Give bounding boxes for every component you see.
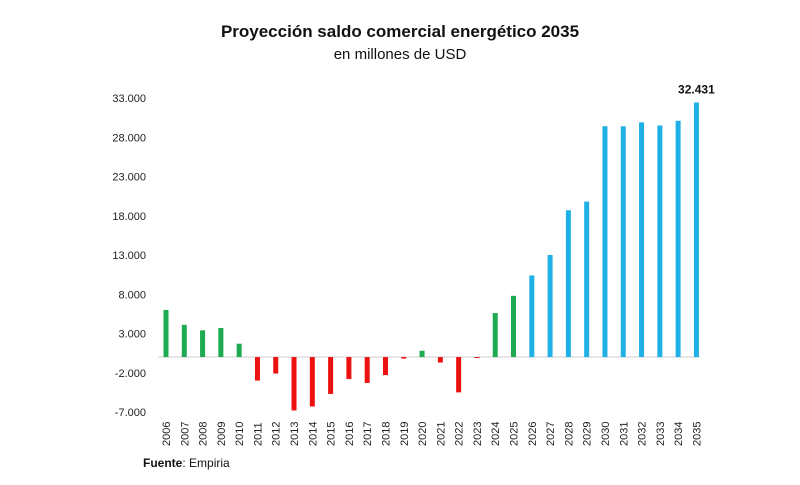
y-tick-label: 13.000: [112, 250, 146, 262]
bar-2021: [437, 357, 443, 363]
bar-2015: [328, 357, 334, 394]
bar-2016: [346, 357, 352, 380]
chart-title: Proyección saldo comercial energético 20…: [220, 22, 580, 41]
bar-2008: [200, 330, 206, 358]
source-value: Empiria: [189, 456, 230, 470]
bar-2007: [181, 324, 187, 358]
bar-2034: [675, 120, 681, 358]
x-tick-label: 2011: [252, 422, 264, 446]
bar-2013: [291, 357, 297, 411]
bar-2014: [309, 357, 315, 407]
x-tick-label: 2007: [179, 422, 191, 446]
x-tick-label: 2015: [326, 422, 338, 446]
bar-2035: [693, 102, 699, 358]
x-tick-label: 2029: [582, 422, 594, 446]
bar-2030: [602, 126, 608, 358]
y-tick-label: 3.000: [118, 329, 146, 341]
bar-2009: [218, 328, 224, 358]
x-tick-label: 2021: [435, 422, 447, 446]
x-tick-label: 2032: [637, 422, 649, 446]
bar-2032: [639, 122, 645, 358]
x-tick-label: 2034: [673, 422, 685, 446]
bar-2028: [565, 210, 571, 358]
bar-2024: [492, 313, 498, 358]
y-tick-label: 18.000: [112, 211, 146, 223]
bar-2022: [456, 357, 462, 393]
y-tick-label: 23.000: [112, 172, 146, 184]
y-tick-label: 33.000: [112, 93, 146, 105]
bar-2033: [657, 125, 663, 358]
bar-2026: [529, 275, 535, 358]
x-tick-label: 2016: [344, 422, 356, 446]
x-tick-label: 2028: [563, 422, 575, 446]
bar-2018: [382, 357, 388, 376]
x-tick-label: 2033: [655, 422, 667, 446]
x-tick-label: 2027: [545, 422, 557, 446]
x-tick-label: 2012: [271, 422, 283, 446]
x-tick-label: 2030: [600, 422, 612, 446]
bar-2020: [419, 350, 425, 358]
x-tick-label: 2020: [417, 422, 429, 446]
source-note: Fuente: Empiria: [143, 456, 230, 470]
bar-2025: [511, 295, 517, 358]
x-tick-label: 2018: [380, 422, 392, 446]
x-tick-label: 2013: [289, 422, 301, 446]
bar-2031: [620, 126, 626, 358]
y-tick-label: 8.000: [118, 289, 146, 301]
x-tick-label: 2006: [161, 422, 173, 446]
x-tick-label: 2017: [362, 422, 374, 446]
x-tick-label: 2025: [509, 422, 521, 446]
source-label: Fuente: [143, 456, 183, 470]
x-tick-label: 2014: [307, 422, 319, 446]
y-tick-label: 28.000: [112, 132, 146, 144]
x-tick-label: 2024: [490, 422, 502, 446]
y-tick-label: -2.000: [115, 368, 146, 380]
x-tick-label: 2031: [618, 422, 630, 446]
x-tick-label: 2008: [198, 422, 210, 446]
x-tick-label: 2026: [527, 422, 539, 446]
x-tick-label: 2022: [454, 422, 466, 446]
bar-2006: [163, 309, 169, 358]
data-label-2035: 32.431: [678, 82, 715, 96]
bar-2029: [584, 201, 590, 358]
x-tick-label: 2010: [234, 422, 246, 446]
source-colon: :: [182, 456, 190, 470]
bar-2017: [364, 357, 370, 383]
bar-2010: [236, 343, 242, 358]
bar-2012: [273, 357, 279, 374]
x-tick-label: 2009: [216, 422, 228, 446]
bar-2027: [547, 255, 553, 358]
chart-subtitle: en millones de USD: [333, 46, 467, 63]
y-tick-label: -7.000: [115, 407, 146, 419]
bar-2019: [401, 357, 407, 359]
x-tick-label: 2019: [399, 422, 411, 446]
x-tick-label: 2035: [691, 422, 703, 446]
bar-2011: [254, 357, 260, 381]
bar-2023: [474, 357, 480, 359]
x-tick-label: 2023: [472, 422, 484, 446]
